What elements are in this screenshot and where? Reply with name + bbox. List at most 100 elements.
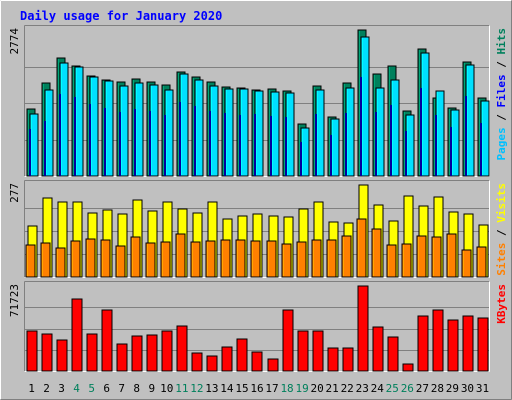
bar-body — [297, 330, 309, 372]
bar-pages-mark — [375, 112, 377, 176]
bar-sites — [371, 228, 382, 278]
bar-pages-mark — [194, 106, 196, 176]
bar-kbytes — [477, 317, 489, 372]
scale-label: 71723 — [8, 284, 21, 317]
bar-body — [401, 243, 412, 278]
bar-pages — [164, 115, 166, 176]
day-label: 29 — [446, 382, 459, 395]
bar-body — [356, 218, 367, 278]
day-label: 26 — [401, 382, 414, 395]
bar-files — [149, 84, 159, 177]
bar-body — [266, 240, 277, 278]
bar-sites — [461, 249, 472, 278]
bar-sites — [205, 240, 216, 278]
series-side-label: Sites / Visits — [495, 183, 508, 276]
bar-files — [29, 113, 39, 177]
bar-body — [191, 352, 203, 372]
bar-pages — [435, 115, 437, 176]
day-label: 5 — [88, 382, 95, 395]
bar-body — [251, 351, 263, 372]
bar-pages-mark — [435, 115, 437, 176]
bar-kbytes — [86, 333, 98, 372]
bar-body — [41, 333, 53, 372]
bar-body — [131, 335, 143, 372]
bar-body — [175, 233, 186, 278]
bar-body — [100, 239, 111, 278]
bar-pages — [194, 106, 196, 176]
day-label: 18 — [280, 382, 293, 395]
bar-pages-mark — [465, 96, 467, 176]
bar-body — [357, 285, 369, 372]
side-label-part: / — [495, 108, 508, 128]
bar-pages-mark — [209, 111, 211, 176]
bar-pages-mark — [59, 94, 61, 176]
bar-kbytes — [387, 336, 399, 372]
bar-pages-mark — [149, 111, 151, 176]
bar-pages — [89, 104, 91, 176]
bar-body — [71, 298, 83, 372]
side-label-part: Hits — [495, 28, 508, 55]
bar-files — [104, 80, 114, 177]
bar-sites — [431, 236, 442, 278]
day-label: 8 — [133, 382, 140, 395]
bar-pages-mark — [119, 112, 121, 176]
bar-pages-mark — [29, 129, 31, 176]
bar-pages — [465, 96, 467, 176]
bar-body — [296, 241, 307, 278]
bar-files — [44, 89, 54, 177]
bar-body — [236, 338, 248, 372]
bar-pages — [44, 121, 46, 176]
bar-sites — [160, 241, 171, 278]
bar-files — [450, 109, 460, 177]
bar-pages — [209, 111, 211, 176]
bar-kbytes — [462, 315, 474, 372]
bar-files — [89, 76, 99, 177]
bar-body — [387, 336, 399, 372]
bar-sites — [356, 218, 367, 278]
day-label: 27 — [416, 382, 429, 395]
bar-body — [432, 309, 444, 372]
day-label: 28 — [431, 382, 444, 395]
bar-sites — [341, 235, 352, 278]
bar-pages — [315, 114, 317, 176]
scale-label: 277 — [8, 183, 21, 203]
bar-pages — [375, 112, 377, 176]
chart-title: Daily usage for January 2020 — [20, 9, 222, 23]
bar-body — [371, 228, 382, 278]
bar-sites — [386, 244, 397, 278]
bar-body — [235, 239, 246, 278]
bar-body — [205, 240, 216, 278]
bar-sites — [266, 240, 277, 278]
bar-body — [176, 325, 188, 372]
bar-files — [224, 88, 234, 177]
bar-kbytes — [101, 309, 113, 372]
bar-body — [25, 244, 36, 278]
bar-pages-mark — [179, 102, 181, 176]
bar-kbytes — [432, 309, 444, 372]
bar-files — [420, 52, 430, 177]
bar-files — [285, 92, 295, 177]
bar-kbytes — [372, 326, 384, 372]
bar-pages-mark — [224, 113, 226, 176]
bar-kbytes — [342, 347, 354, 372]
bar-body — [190, 241, 201, 278]
side-label-part: Files — [495, 74, 508, 107]
bar-sites — [25, 244, 36, 278]
side-label-part: KBytes — [495, 284, 508, 324]
bar-pages — [224, 113, 226, 176]
day-label: 17 — [265, 382, 278, 395]
bar-kbytes — [282, 309, 294, 372]
bar-sites — [175, 233, 186, 278]
side-label-part: / — [495, 55, 508, 75]
bar-files — [59, 62, 69, 177]
bar-pages-mark — [74, 97, 76, 176]
bar-body — [130, 236, 141, 278]
day-label: 14 — [220, 382, 234, 395]
bar-kbytes — [206, 355, 218, 372]
bar-kbytes — [191, 352, 203, 372]
day-label: 2 — [43, 382, 50, 395]
panel-visits: 277 Sites / Visits — [8, 180, 508, 278]
bar-kbytes — [116, 343, 128, 372]
day-label: 16 — [250, 382, 263, 395]
bar-kbytes — [251, 351, 263, 372]
